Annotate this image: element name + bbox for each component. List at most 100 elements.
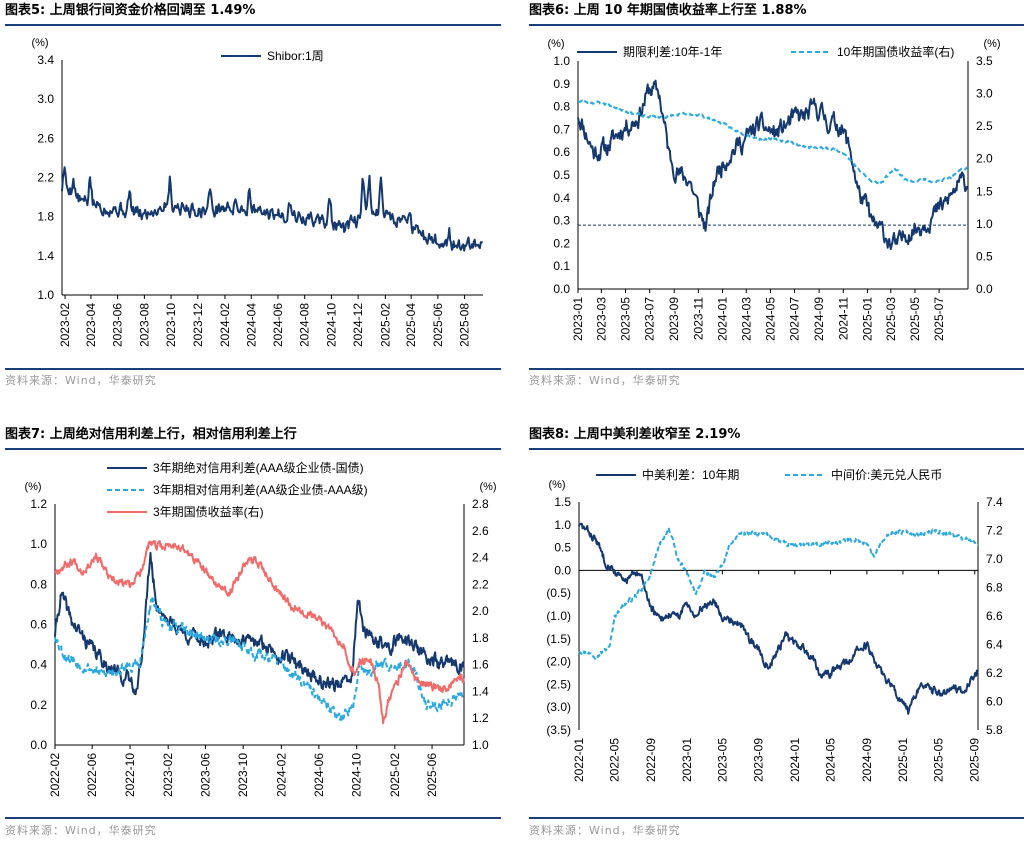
y-tick-label-right: 2.0 — [472, 604, 489, 618]
y-tick-label-right: 2.0 — [976, 152, 993, 166]
x-tick-label: 2024-10 — [324, 303, 338, 347]
x-tick-label: 2025-02 — [378, 303, 392, 347]
y-tick-label-right: 6.6 — [986, 609, 1003, 623]
x-tick-label: 2022-09 — [644, 738, 658, 782]
y-tick-label: (1.5) — [546, 632, 571, 646]
y-tick-label-right: 1.0 — [976, 217, 993, 231]
y-tick-label-right: 7.0 — [986, 552, 1003, 566]
y-tick-label: 0.9 — [553, 77, 570, 91]
series-line-1 — [54, 551, 465, 696]
x-tick-label: 2025-03 — [884, 297, 898, 341]
y-tick-label-right: 1.8 — [472, 631, 489, 645]
series-line-2 — [577, 99, 969, 186]
y-tick-label-right: 6.0 — [986, 695, 1003, 709]
x-tick-label: 2022-01 — [572, 738, 586, 782]
y-tick-label-right: 1.6 — [472, 658, 489, 672]
x-tick-label: 2023-11 — [691, 297, 705, 340]
series-line-2 — [578, 526, 979, 661]
y-tick-label-right: 3.5 — [976, 54, 993, 68]
y-axis-unit: (%) — [547, 38, 564, 50]
x-tick-label: 2024-11 — [836, 297, 850, 340]
y-tick-label: 1.0 — [553, 54, 570, 68]
x-tick-label: 2025-01 — [860, 297, 874, 341]
source-note: 资料来源：Wind，华泰研究 — [5, 824, 157, 837]
title-divider — [529, 24, 1024, 26]
x-tick-label: 2024-12 — [351, 303, 365, 347]
y-axis-unit: (%) — [31, 37, 48, 49]
x-tick-label: 2023-05 — [715, 738, 729, 782]
y-tick-label: 0.8 — [30, 577, 47, 591]
y-tick-label: 3.4 — [37, 53, 54, 67]
x-tick-label: 2024-01 — [716, 297, 730, 341]
x-tick-label: 2023-10 — [236, 753, 250, 797]
chart-panel-7: 图表7: 上周绝对信用利差上行，相对信用利差上行 (%) (%) 0.0 0.2 0.4… — [5, 424, 501, 844]
legend-label: 3年期国债收益率(右) — [153, 504, 264, 519]
legend-label: 中间价:美元兑人民币 — [831, 467, 942, 482]
x-tick-label: 2025-07 — [932, 297, 946, 341]
y-tick-label: 1.4 — [37, 249, 54, 263]
series-line-1 — [578, 522, 979, 715]
y-tick-label: 0.0 — [553, 282, 570, 296]
y-tick-label: 0.6 — [553, 145, 570, 159]
y-tick-label: 0.7 — [553, 122, 570, 136]
x-tick-label: 2024-08 — [298, 303, 312, 347]
x-tick-label: 2024-10 — [350, 753, 364, 797]
x-tick-label: 2024-04 — [244, 303, 258, 347]
x-tick-label: 2025-08 — [458, 303, 472, 347]
x-tick-label: 2023-05 — [619, 297, 633, 341]
y-tick-label: 2.6 — [37, 131, 54, 145]
y-tick-label: (2.5) — [546, 677, 571, 691]
x-tick-label: 2023-09 — [752, 738, 766, 782]
source-divider — [5, 368, 501, 370]
y-tick-label: 1.5 — [554, 495, 571, 509]
y-tick-label: 2.2 — [37, 171, 54, 185]
x-tick-label: 2023-03 — [594, 297, 608, 341]
x-tick-label: 2022-10 — [123, 753, 137, 797]
x-tick-label: 2024-03 — [739, 297, 753, 341]
legend-label: 期限利差:10年-1年 — [623, 45, 722, 59]
x-tick-label: 2022-05 — [607, 738, 621, 782]
series-line-2 — [54, 597, 465, 721]
x-tick-label: 2023-09 — [667, 297, 681, 341]
chart-title: 图表7: 上周绝对信用利差上行，相对信用利差上行 — [5, 427, 297, 442]
y-tick-label-right: 2.6 — [472, 524, 489, 538]
x-tick-label: 2023-01 — [571, 297, 585, 341]
cn-us-spread-chart: (%) (3.5) (3.0) (2.5) (2.0) (1.5) (1.0) (0.5) 0.… — [546, 467, 1003, 782]
source-note: 资料来源：Wind，华泰研究 — [5, 374, 157, 387]
y-tick-label: 0.0 — [554, 563, 571, 577]
x-tick-label: 2025-06 — [425, 753, 439, 797]
title-divider — [5, 24, 501, 26]
y-tick-label: 0.4 — [553, 191, 570, 205]
x-tick-label: 2022-02 — [48, 753, 62, 797]
x-tick-label: 2025-05 — [931, 738, 945, 782]
x-tick-label: 2024-02 — [274, 753, 288, 797]
x-tick-label: 2023-04 — [84, 303, 98, 347]
x-tick-label: 2024-01 — [788, 738, 802, 782]
source-note: 资料来源：Wind，华泰研究 — [529, 824, 681, 837]
y-axis-unit: (%) — [24, 481, 41, 493]
series-line-1 — [577, 79, 969, 250]
y-tick-label: (3.0) — [546, 700, 571, 714]
x-tick-label: 2023-10 — [164, 303, 178, 347]
x-tick-label: 2023-12 — [191, 303, 205, 347]
y-tick-label-right: 2.8 — [472, 497, 489, 511]
x-tick-label: 2024-06 — [312, 753, 326, 797]
y-axis-unit-right: (%) — [479, 481, 496, 493]
y-tick-label: 0.2 — [30, 698, 47, 712]
y-tick-label: (2.0) — [546, 655, 571, 669]
series-line-3 — [54, 540, 465, 725]
chart-title: 图表8: 上周中美利差收窄至 2.19% — [529, 427, 741, 442]
series-line-1 — [61, 166, 484, 252]
x-tick-label: 2023-07 — [643, 297, 657, 341]
x-tick-label: 2024-02 — [218, 303, 232, 347]
y-tick-label: 0.0 — [30, 738, 47, 752]
x-tick-label: 2025-05 — [908, 297, 922, 341]
y-tick-label-right: 5.8 — [986, 723, 1003, 737]
chart-title: 图表6: 上周 10 年期国债收益率上行至 1.88% — [529, 3, 807, 18]
legend-label: 3年期相对信用利差(AA级企业债-AAA级) — [153, 482, 368, 497]
y-tick-label: 0.5 — [553, 168, 570, 182]
x-tick-label: 2024-05 — [824, 738, 838, 782]
x-tick-label: 2023-02 — [58, 303, 72, 347]
credit-spread-chart: (%) (%) 0.0 0.2 0.4 0.6 0.8 1.0 1.2 1.0 1.2 1.4 1.6 1… — [24, 460, 496, 797]
y-tick-label-right: 2.4 — [472, 551, 489, 565]
